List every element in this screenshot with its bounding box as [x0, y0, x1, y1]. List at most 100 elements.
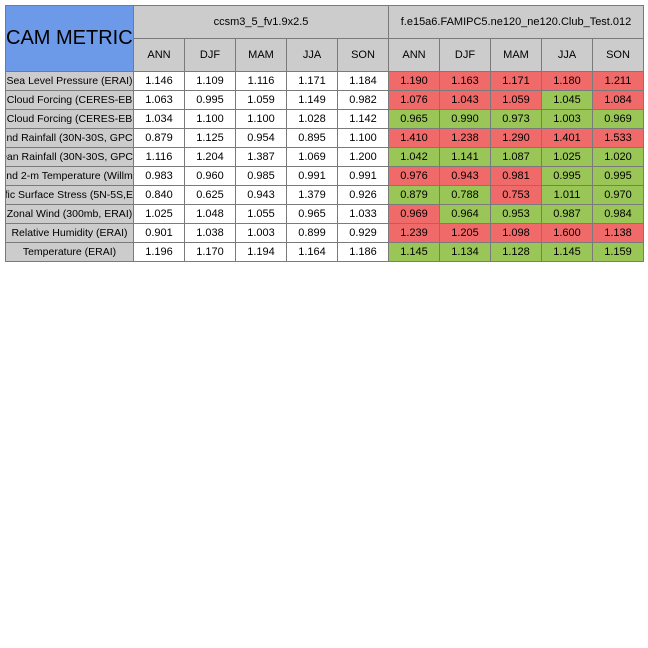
- test-value-cell: 1.045: [541, 90, 593, 110]
- test-value-cell: 1.533: [592, 128, 644, 148]
- test-value-cell: 0.964: [439, 204, 491, 224]
- metric-label-text: nd Rainfall (30N-30S, GPC: [6, 132, 133, 144]
- season-header-mam: MAM: [490, 38, 542, 72]
- reference-value-cell: 1.170: [184, 242, 236, 262]
- reference-value-cell: 1.194: [235, 242, 287, 262]
- test-value-cell: 1.134: [439, 242, 491, 262]
- test-value-cell: 0.976: [388, 166, 440, 186]
- reference-value-cell: 0.982: [337, 90, 389, 110]
- table-title: CAM METRICS: [5, 5, 134, 72]
- reference-value-cell: 1.184: [337, 71, 389, 91]
- reference-value-cell: 1.100: [184, 109, 236, 129]
- season-header-jja: JJA: [286, 38, 338, 72]
- test-value-cell: 0.969: [388, 204, 440, 224]
- test-value-cell: 1.401: [541, 128, 593, 148]
- test-value-cell: 0.969: [592, 109, 644, 129]
- reference-value-cell: 1.025: [133, 204, 185, 224]
- table-body: Sea Level Pressure (ERAI) 1.146 1.109 1.116…: [5, 71, 644, 262]
- reference-value-cell: 1.142: [337, 109, 389, 129]
- test-value-cell: 1.239: [388, 223, 440, 243]
- test-value-cell: 0.981: [490, 166, 542, 186]
- test-value-cell: 0.984: [592, 204, 644, 224]
- reference-value-cell: 1.149: [286, 90, 338, 110]
- reference-value-cell: 0.840: [133, 185, 185, 205]
- test-value-cell: 1.159: [592, 242, 644, 262]
- group-header-row: CAM METRICS ccsm3_5_fv1.9x2.5 f.e15a6.FA…: [5, 5, 644, 72]
- metric-label-text: Cloud Forcing (CERES-EB: [6, 94, 133, 106]
- test-value-cell: 1.098: [490, 223, 542, 243]
- test-value-cell: 1.043: [439, 90, 491, 110]
- table-row: ean Rainfall (30N-30S, GPC 1.116 1.204 1.38…: [5, 147, 644, 167]
- test-value-cell: 0.973: [490, 109, 542, 129]
- table-row: fic Surface Stress (5N-5S,E 0.840 0.625 0.9…: [5, 185, 644, 205]
- test-value-cell: 1.163: [439, 71, 491, 91]
- reference-value-cell: 1.125: [184, 128, 236, 148]
- reference-value-cell: 1.033: [337, 204, 389, 224]
- reference-value-cell: 1.048: [184, 204, 236, 224]
- reference-value-cell: 1.186: [337, 242, 389, 262]
- test-value-cell: 1.020: [592, 147, 644, 167]
- reference-value-cell: 0.879: [133, 128, 185, 148]
- test-value-cell: 0.943: [439, 166, 491, 186]
- reference-value-cell: 0.991: [337, 166, 389, 186]
- test-value-cell: 1.145: [541, 242, 593, 262]
- metric-label-text: Cloud Forcing (CERES-EB: [6, 113, 133, 125]
- reference-value-cell: 0.895: [286, 128, 338, 148]
- reference-value-cell: 0.960: [184, 166, 236, 186]
- test-value-cell: 1.011: [541, 185, 593, 205]
- test-value-cell: 1.084: [592, 90, 644, 110]
- reference-value-cell: 1.116: [235, 71, 287, 91]
- metric-label-text: Relative Humidity (ERAI): [11, 227, 128, 239]
- reference-value-cell: 1.387: [235, 147, 287, 167]
- reference-value-cell: 0.943: [235, 185, 287, 205]
- reference-value-cell: 0.926: [337, 185, 389, 205]
- test-value-cell: 1.238: [439, 128, 491, 148]
- test-value-cell: 0.995: [541, 166, 593, 186]
- test-value-cell: 0.987: [541, 204, 593, 224]
- reference-value-cell: 1.003: [235, 223, 287, 243]
- test-value-cell: 1.025: [541, 147, 593, 167]
- test-value-cell: 1.141: [439, 147, 491, 167]
- test-value-cell: 1.205: [439, 223, 491, 243]
- reference-value-cell: 0.985: [235, 166, 287, 186]
- reference-value-cell: 1.200: [337, 147, 389, 167]
- test-value-cell: 0.995: [592, 166, 644, 186]
- table-row: Sea Level Pressure (ERAI) 1.146 1.109 1.116…: [5, 71, 644, 91]
- reference-value-cell: 1.116: [133, 147, 185, 167]
- metric-label: nd Rainfall (30N-30S, GPC: [5, 128, 134, 148]
- reference-value-cell: 1.164: [286, 242, 338, 262]
- table-row: Cloud Forcing (CERES-EB 1.034 1.100 1.100 1.…: [5, 109, 644, 129]
- reference-value-cell: 1.204: [184, 147, 236, 167]
- reference-value-cell: 1.034: [133, 109, 185, 129]
- metric-label: ean Rainfall (30N-30S, GPC: [5, 147, 134, 167]
- metric-label-text: fic Surface Stress (5N-5S,E: [5, 189, 133, 201]
- season-header-son: SON: [337, 38, 389, 72]
- reference-value-cell: 0.965: [286, 204, 338, 224]
- season-header-ann: ANN: [388, 38, 440, 72]
- test-value-cell: 0.990: [439, 109, 491, 129]
- test-value-cell: 0.879: [388, 185, 440, 205]
- metric-label-text: nd 2-m Temperature (Willm: [6, 170, 133, 182]
- metric-label-text: ean Rainfall (30N-30S, GPC: [5, 151, 133, 163]
- metric-label: Cloud Forcing (CERES-EB: [5, 90, 134, 110]
- test-value-cell: 1.059: [490, 90, 542, 110]
- reference-value-cell: 1.171: [286, 71, 338, 91]
- table-row: nd Rainfall (30N-30S, GPC 0.879 1.125 0.954…: [5, 128, 644, 148]
- test-value-cell: 0.970: [592, 185, 644, 205]
- reference-value-cell: 0.995: [184, 90, 236, 110]
- test-value-cell: 1.290: [490, 128, 542, 148]
- season-header-son: SON: [592, 38, 644, 72]
- test-value-cell: 0.788: [439, 185, 491, 205]
- metric-label: Temperature (ERAI): [5, 242, 134, 262]
- test-value-cell: 1.138: [592, 223, 644, 243]
- test-value-cell: 1.410: [388, 128, 440, 148]
- test-value-cell: 1.145: [388, 242, 440, 262]
- season-header-djf: DJF: [184, 38, 236, 72]
- season-header-jja: JJA: [541, 38, 593, 72]
- reference-value-cell: 1.109: [184, 71, 236, 91]
- reference-value-cell: 1.196: [133, 242, 185, 262]
- reference-value-cell: 1.063: [133, 90, 185, 110]
- season-header-mam: MAM: [235, 38, 287, 72]
- reference-value-cell: 1.146: [133, 71, 185, 91]
- group-header-reference: ccsm3_5_fv1.9x2.5: [133, 5, 389, 39]
